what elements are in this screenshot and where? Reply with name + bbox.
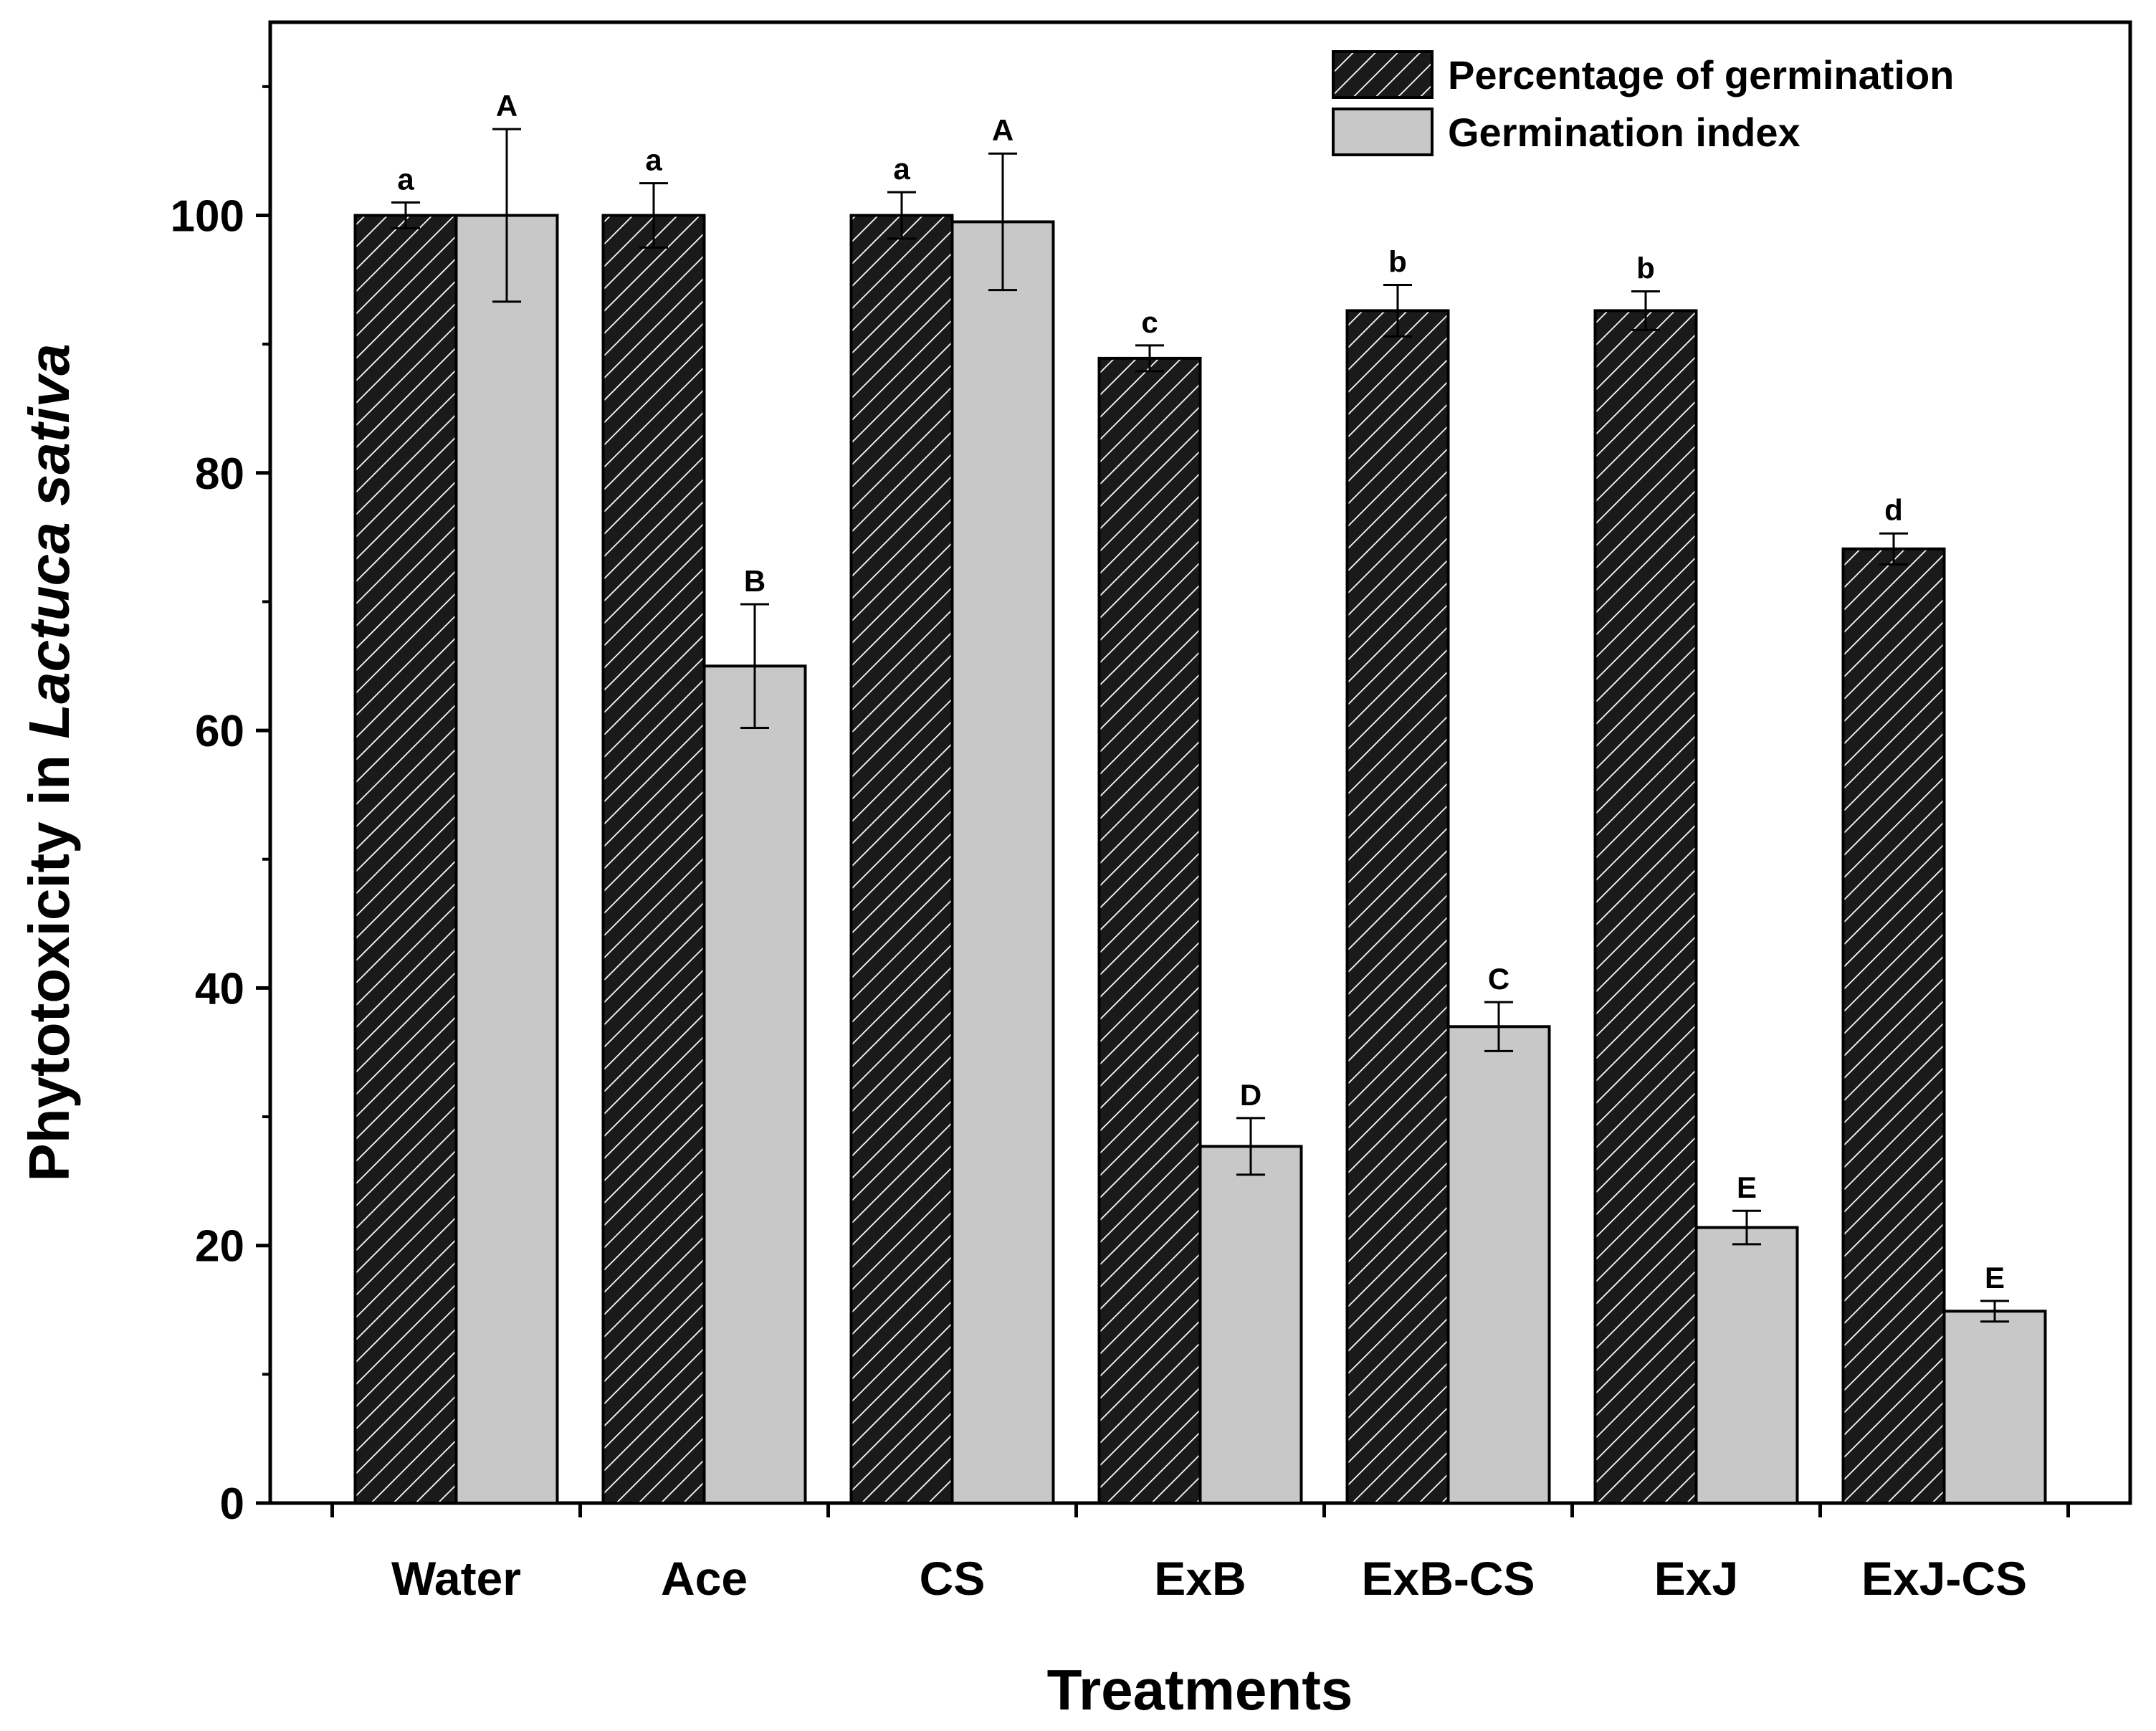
significance-letter: A (992, 113, 1013, 147)
significance-letter: D (1240, 1078, 1261, 1112)
germination-index-bar (1942, 1310, 2047, 1505)
germination-percentage-bar (1841, 547, 1946, 1505)
significance-letter: E (1737, 1170, 1757, 1204)
legend-swatch-solid (1332, 108, 1434, 156)
y-tick-label: 40 (195, 964, 244, 1014)
x-tick-label: ExB-CS (1361, 1552, 1535, 1605)
y-tick-label: 20 (195, 1222, 244, 1272)
germination-percentage-bar (1345, 309, 1450, 1505)
y-tick-label: 60 (195, 707, 244, 756)
significance-letter: a (893, 152, 910, 186)
germination-percentage-bar (849, 214, 954, 1505)
significance-letter: B (744, 564, 765, 598)
germination-index-bar (950, 220, 1055, 1505)
significance-letter: C (1488, 962, 1509, 996)
germination-percentage-bar (353, 214, 458, 1505)
axes: 0 20 40 60 80 100 Water Ace CS ExB ExB-CS ExJ ExJ-CS (171, 85, 2070, 1605)
y-tick-label: 100 (171, 191, 244, 241)
legend-label: Germination index (1448, 110, 1800, 155)
x-tick-label: ExB (1154, 1552, 1246, 1605)
significance-letter: b (1388, 244, 1407, 278)
x-tick-label: Ace (661, 1552, 748, 1605)
y-tick-label: 80 (195, 449, 244, 499)
germination-index-bar (1694, 1226, 1799, 1505)
significance-letter: a (645, 143, 662, 177)
germination-percentage-bar (1593, 309, 1698, 1505)
germination-index-bar (454, 214, 559, 1505)
significance-letter: c (1141, 305, 1158, 339)
significance-letter: d (1884, 493, 1903, 527)
x-axis-title: Treatments (1047, 1658, 1353, 1722)
y-axis-title-species: Lactuca sativa (17, 343, 81, 738)
germination-index-bar (1446, 1025, 1551, 1505)
x-tick-label: ExJ-CS (1861, 1552, 2027, 1605)
y-axis-title-prefix: Phytotoxicity in (17, 739, 81, 1182)
x-tick-label: ExJ (1654, 1552, 1738, 1605)
significance-letter: b (1636, 251, 1655, 285)
x-tick-label: CS (920, 1552, 986, 1605)
germination-percentage-bar (1097, 356, 1202, 1505)
legend-label: Percentage of germination (1448, 52, 1954, 97)
legend: Percentage of germination Germination ind… (1332, 50, 1954, 156)
significance-letter: A (496, 89, 517, 123)
y-axis-title: Phytotoxicity in Lactuca sativa (17, 343, 81, 1181)
germination-index-bar (1198, 1145, 1303, 1505)
germination-index-bar (702, 664, 807, 1505)
bars: a Aa Ba Ac Db Cb Ed E (353, 89, 2047, 1505)
significance-letter: a (397, 163, 414, 196)
significance-letter: E (1985, 1261, 2005, 1294)
legend-swatch-hatched (1332, 50, 1434, 99)
germination-percentage-bar (601, 214, 706, 1505)
y-tick-label: 0 (220, 1479, 244, 1529)
x-tick-label: Water (391, 1552, 521, 1605)
